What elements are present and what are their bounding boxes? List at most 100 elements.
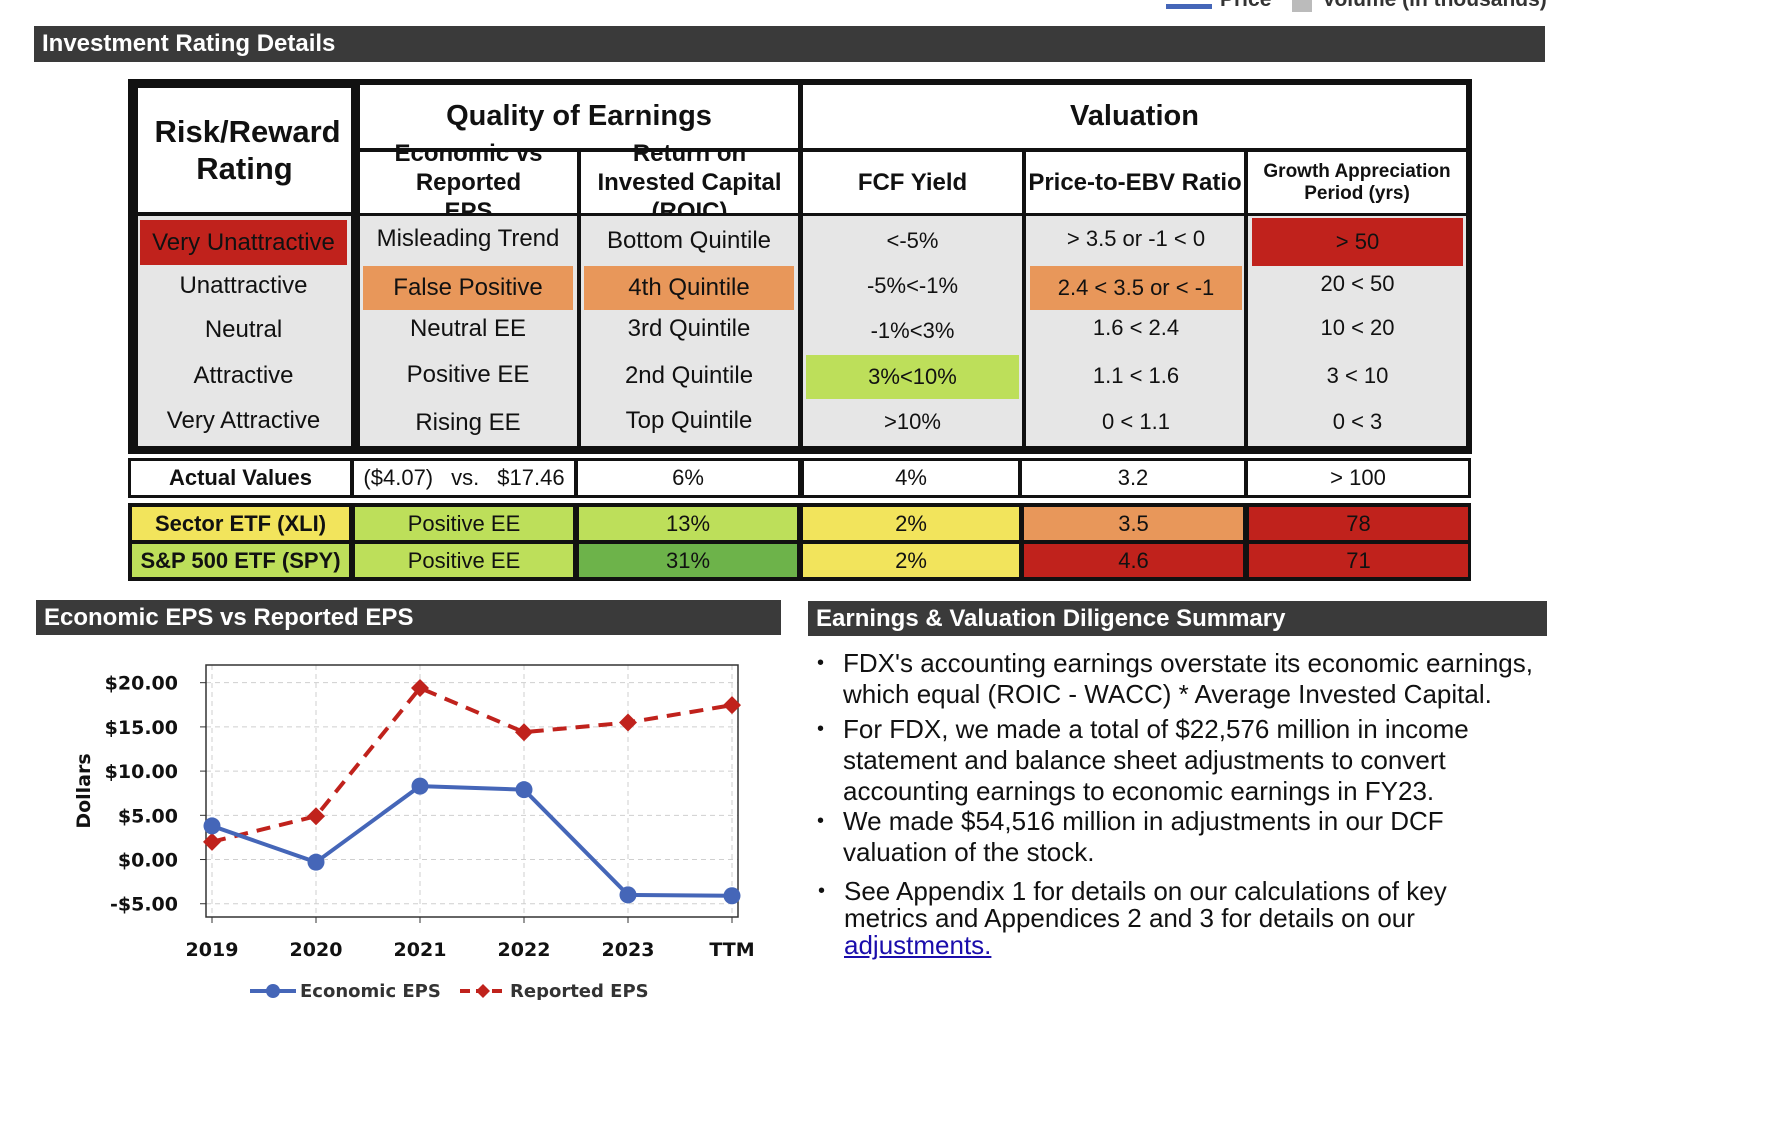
spy-eps: Positive EE xyxy=(355,544,573,577)
legend-economic-marker-icon xyxy=(266,984,280,998)
column-header-fcf-text: FCF Yield xyxy=(857,169,968,196)
sector-roic: 13% xyxy=(579,507,797,540)
spy-fcf: 2% xyxy=(803,544,1019,577)
summary-header: Earnings & Valuation Diligence Summary xyxy=(808,601,1547,636)
column-header-gap-text: Growth Appreciation Period (yrs) xyxy=(1263,160,1451,204)
reported-eps-point xyxy=(307,807,325,826)
sector-label: Sector ETF (XLI) xyxy=(132,507,349,540)
actual-fcf: 4% xyxy=(804,461,1018,495)
eps-level-4: Positive EE xyxy=(406,361,530,388)
gap-level-5: 0 < 3 xyxy=(1332,409,1383,434)
rating-unattractive: Unattractive xyxy=(179,272,308,299)
top-legend: Price Volume (in thousands) xyxy=(1150,0,1670,16)
bullet-dot-icon: • xyxy=(817,810,825,832)
summary-bullet-3: • We made $54,516 million in adjustments… xyxy=(817,806,1543,868)
spy-roic: 31% xyxy=(579,544,797,577)
actual-values-row xyxy=(128,458,1471,498)
eps-level-3: Neutral EE xyxy=(409,315,527,342)
column-header-fcf: FCF Yield xyxy=(803,152,1022,213)
chart-x-ticks: 2019 2020 2021 2022 2023 TTM xyxy=(186,917,755,961)
actual-eps-reported: $17.46 xyxy=(497,465,565,490)
chart-series xyxy=(203,678,741,905)
eps-level-5: Rising EE xyxy=(415,409,521,436)
eps-level-2: False Positive xyxy=(363,266,573,310)
quality-of-earnings-header-text: Quality of Earnings xyxy=(446,100,712,132)
gap-level-1: > 50 xyxy=(1252,218,1463,266)
bullet-dot-icon: • xyxy=(817,718,825,740)
fcf-column-body xyxy=(803,216,1022,446)
y-tick-label: $10.00 xyxy=(105,761,178,783)
reported-eps-point xyxy=(515,723,533,742)
rating-attractive: Attractive xyxy=(193,362,294,389)
fcf-level-2: -5%<-1% xyxy=(866,273,959,298)
column-header-roic-text: Return on Invested Capital (ROIC) xyxy=(597,140,782,225)
y-tick-label: $0.00 xyxy=(118,850,178,872)
bullet-dot-icon: • xyxy=(818,880,826,902)
reported-eps-point xyxy=(203,832,221,851)
economic-eps-point xyxy=(515,781,533,799)
summary-bullet-2-text: For FDX, we made a total of $22,576 mill… xyxy=(843,714,1469,806)
summary-bullet-4: • See Appendix 1 for details on our calc… xyxy=(818,878,1524,960)
x-tick-label: 2020 xyxy=(290,939,343,961)
risk-reward-header: Risk/Reward Rating xyxy=(138,88,351,212)
volume-legend-label: Volume (in thousands) xyxy=(1322,0,1547,12)
economic-eps-point xyxy=(723,887,741,905)
x-tick-label: TTM xyxy=(709,939,754,961)
eps-chart: $20.00$15.00$10.00$5.00$0.00-$5.00 2019 2… xyxy=(73,664,755,1000)
y-tick-label: $5.00 xyxy=(118,805,178,827)
ebv-level-2: 2.4 < 3.5 or < -1 xyxy=(1030,266,1242,310)
rating-very-unattractive: Very Unattractive xyxy=(140,220,347,265)
volume-legend-icon xyxy=(1292,0,1312,12)
valuation-header-text: Valuation xyxy=(1070,100,1199,132)
reported-eps-point xyxy=(411,678,429,697)
adjustments-link[interactable]: adjustments. xyxy=(844,930,992,960)
gap-level-2: 20 < 50 xyxy=(1320,271,1395,296)
chart-legend: Economic EPS Reported EPS xyxy=(250,981,649,1000)
fcf-level-4: 3%<10% xyxy=(806,355,1019,399)
actual-eps: ($4.07) vs. $17.46 xyxy=(354,461,574,495)
summary-bullet-1-text: FDX's accounting earnings overstate its … xyxy=(843,648,1533,709)
y-tick-label: $15.00 xyxy=(105,717,178,739)
legend-reported-marker-icon xyxy=(476,984,490,998)
ebv-level-3: 1.6 < 2.4 xyxy=(1092,315,1180,340)
spy-ebv: 4.6 xyxy=(1024,544,1243,577)
roic-level-1: Bottom Quintile xyxy=(606,227,772,254)
gap-level-3: 10 < 20 xyxy=(1320,315,1395,340)
chart-y-axis-label: Dollars xyxy=(73,753,95,828)
column-header-eps: Economic vs Reported EPS xyxy=(360,140,577,225)
eps-level-1: Misleading Trend xyxy=(376,225,560,252)
reported-eps-point xyxy=(723,696,741,715)
actual-gap: > 100 xyxy=(1248,461,1468,495)
sector-eps: Positive EE xyxy=(355,507,573,540)
summary-bullet-1: • FDX's accounting earnings overstate it… xyxy=(817,648,1543,710)
spy-gap: 71 xyxy=(1249,544,1468,577)
plot-area-border xyxy=(205,664,739,918)
legend-reported-label: Reported EPS xyxy=(510,981,649,1000)
actual-eps-economic: ($4.07) xyxy=(363,465,434,490)
legend-economic-label: Economic EPS xyxy=(300,981,441,1000)
ebv-column-body xyxy=(1026,216,1244,446)
chart-grid xyxy=(206,665,738,917)
economic-eps-point xyxy=(203,817,221,835)
actual-values-label: Actual Values xyxy=(131,461,350,495)
economic-eps-point xyxy=(619,886,637,904)
valuation-header: Valuation xyxy=(803,85,1466,148)
price-legend-line-icon xyxy=(1166,4,1212,9)
y-tick-label: -$5.00 xyxy=(110,894,178,916)
spy-label: S&P 500 ETF (SPY) xyxy=(132,544,349,577)
column-header-ebv-text: Price-to-EBV Ratio xyxy=(1028,169,1242,196)
ebv-level-5: 0 < 1.1 xyxy=(1102,409,1170,434)
eps-column-body xyxy=(360,216,577,446)
fcf-level-1: <-5% xyxy=(886,228,939,253)
x-tick-label: 2021 xyxy=(394,939,447,961)
rating-very-attractive: Very Attractive xyxy=(166,407,321,434)
gap-level-4: 3 < 10 xyxy=(1326,363,1389,388)
summary-bullet-2: • For FDX, we made a total of $22,576 mi… xyxy=(817,714,1543,807)
fcf-level-3: -1%<3% xyxy=(870,318,955,343)
column-header-gap: Growth Appreciation Period (yrs) xyxy=(1248,152,1466,213)
column-header-eps-text: Economic vs Reported EPS xyxy=(394,140,543,225)
column-header-ebv: Price-to-EBV Ratio xyxy=(1026,152,1244,213)
roic-level-4: 2nd Quintile xyxy=(624,362,754,389)
roic-column-body xyxy=(581,216,798,446)
chart-y-ticks: $20.00 $15.00 $10.00 $5.00 $0.00 -$5.00 xyxy=(105,673,206,916)
